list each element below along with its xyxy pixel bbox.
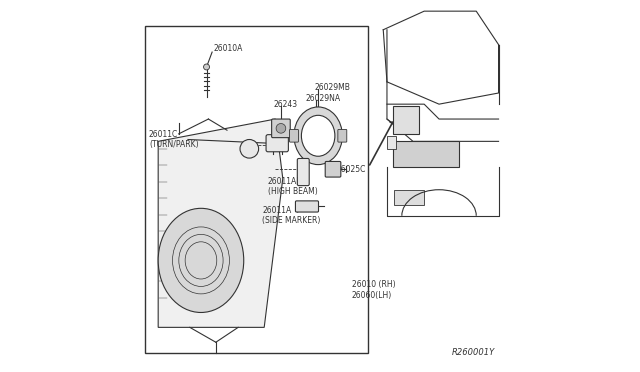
Bar <box>145 26 369 353</box>
Ellipse shape <box>158 208 244 312</box>
Ellipse shape <box>301 115 335 156</box>
FancyBboxPatch shape <box>266 135 289 152</box>
Polygon shape <box>158 119 283 327</box>
Circle shape <box>204 64 209 70</box>
Text: 26011A
(SIDE MARKER): 26011A (SIDE MARKER) <box>262 206 321 225</box>
Text: 26029MB: 26029MB <box>314 83 350 92</box>
FancyBboxPatch shape <box>325 161 341 177</box>
Bar <box>394 190 424 205</box>
Circle shape <box>240 140 259 158</box>
FancyBboxPatch shape <box>298 158 309 186</box>
Bar <box>392 106 419 134</box>
Circle shape <box>276 124 286 133</box>
FancyBboxPatch shape <box>271 119 291 138</box>
Text: 26010A: 26010A <box>214 44 243 53</box>
Text: 26011AB
(HIGH BEAM): 26011AB (HIGH BEAM) <box>268 177 317 196</box>
Text: 26029NA: 26029NA <box>306 94 341 103</box>
Bar <box>392 141 460 167</box>
FancyBboxPatch shape <box>296 201 319 212</box>
Text: R260001Y: R260001Y <box>452 348 495 357</box>
Text: 26011C
(TURN/PARK): 26011C (TURN/PARK) <box>149 130 198 149</box>
FancyBboxPatch shape <box>338 129 347 142</box>
Ellipse shape <box>294 107 342 164</box>
Text: 26010 (RH)
26060(LH): 26010 (RH) 26060(LH) <box>351 280 396 300</box>
FancyBboxPatch shape <box>289 129 298 142</box>
Bar <box>387 136 396 149</box>
Text: 26243: 26243 <box>273 100 298 109</box>
Text: 26025C: 26025C <box>337 165 366 174</box>
